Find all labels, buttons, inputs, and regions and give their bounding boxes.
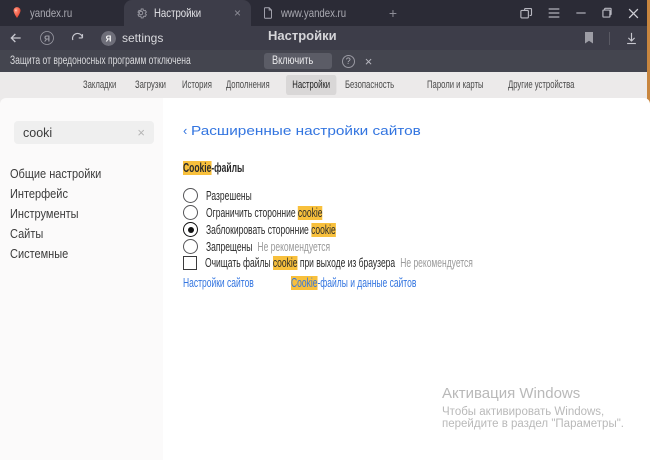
svg-text:Я: Я — [106, 34, 112, 43]
svg-text:Я: Я — [44, 33, 50, 43]
